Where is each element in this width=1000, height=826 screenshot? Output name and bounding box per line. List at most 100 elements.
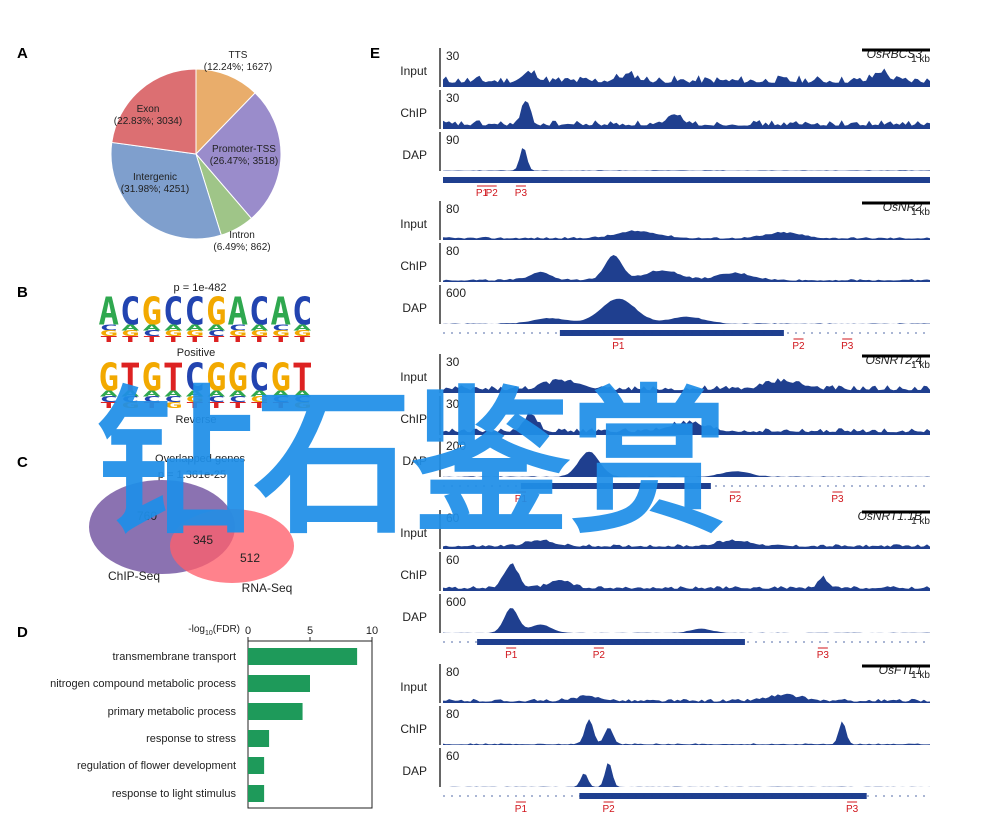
motif-letter-minor: T <box>229 400 248 410</box>
motif-letter-major: G <box>206 356 227 401</box>
motif-letter-minor: T <box>250 334 269 344</box>
motif-letter-minor: C <box>229 394 248 404</box>
motif-letter-major: C <box>249 290 270 335</box>
track-label: ChIP <box>400 106 427 120</box>
motif-letter-minor: T <box>100 400 119 410</box>
motif-letter-major: C <box>120 290 141 335</box>
pie-label-name: Promoter-TSS <box>212 144 276 155</box>
go-bar <box>248 648 358 665</box>
promoter-label: P1 <box>612 341 625 352</box>
gene-model <box>520 483 711 489</box>
motif-letter-minor: G <box>250 394 269 404</box>
pie-slice-tts <box>195 68 256 156</box>
motif-letter-minor: T <box>250 400 269 410</box>
motif-letter-minor: A <box>186 322 205 332</box>
motif-letter-minor: T <box>121 334 140 344</box>
promoter-label: P1 <box>505 650 518 661</box>
promoter-label: P3 <box>515 188 528 199</box>
promoter-label: P1 <box>515 494 528 505</box>
panel-label-d: D <box>17 624 28 641</box>
track-max-value: 80 <box>446 202 460 216</box>
promoter-label: P3 <box>841 341 854 352</box>
track-max-value: 60 <box>446 511 460 525</box>
track-label: DAP <box>402 454 427 468</box>
promoter-label: P2 <box>593 650 606 661</box>
motif-letter-major: A <box>271 290 292 335</box>
pie-slice-exon <box>111 68 197 155</box>
scale-bar-label: 1 kb <box>911 516 930 527</box>
motif-letter-minor: A <box>186 388 205 398</box>
track-label: ChIP <box>400 722 427 736</box>
pie-label-stats: (6.49%; 862) <box>213 242 270 253</box>
go-bar-chart: 0 5 10 transmembrane transport nitrogen comp… <box>50 625 378 809</box>
motif-letter-minor: A <box>250 388 269 398</box>
motif-letter-minor: G <box>164 400 183 410</box>
track-label: Input <box>400 217 427 231</box>
track-label: Input <box>400 526 427 540</box>
track-label: DAP <box>402 764 427 778</box>
motif-letter-minor: G <box>121 328 140 338</box>
motif-letter-minor: A <box>164 388 183 398</box>
motif-letter-major: G <box>99 356 120 401</box>
track-max-value: 60 <box>446 749 460 763</box>
track-max-value: 80 <box>446 707 460 721</box>
pie-label-stats: (31.98%; 4251) <box>121 184 189 195</box>
pie-label-stats: (12.24%; 1627) <box>204 62 272 73</box>
track-max-value: 30 <box>446 91 460 105</box>
motif-letter-minor: C <box>229 322 248 332</box>
venn-pvalue: p = 1.361e-25 <box>158 469 226 481</box>
track-label: ChIP <box>400 412 427 426</box>
motif-letter-minor: T <box>164 334 183 344</box>
motif-letter-minor: T <box>207 400 226 410</box>
go-category-label: nitrogen compound metabolic process <box>50 678 236 690</box>
pie-label-name: Exon <box>137 104 160 115</box>
pie-chart <box>110 68 282 240</box>
promoter-label: P2 <box>602 804 615 815</box>
go-category-label: regulation of flower development <box>77 760 236 772</box>
motif-letter-minor: A <box>143 388 162 398</box>
track-max-value: 90 <box>446 133 460 147</box>
go-category-label: transmembrane transport <box>113 651 237 663</box>
track-max-value: 80 <box>446 244 460 258</box>
track-label: DAP <box>402 610 427 624</box>
motif-letter-major: A <box>99 290 120 335</box>
motif-letter-minor: C <box>143 394 162 404</box>
pie-label-name: TTS <box>229 50 248 61</box>
motif-letter-minor: C <box>100 394 119 404</box>
motif-letter-minor: G <box>293 400 312 410</box>
motif-letter-major: T <box>120 356 141 401</box>
track-label: DAP <box>402 301 427 315</box>
motif-letter-minor: T <box>143 334 162 344</box>
promoter-label: P1 <box>515 804 528 815</box>
watermark-text: 钻石鉴赏 <box>96 372 728 556</box>
motif-positive-label: Positive <box>177 347 216 359</box>
motif-letter-major: C <box>249 356 270 401</box>
pie-label-name: Intron <box>229 230 255 241</box>
promoter-label: P3 <box>831 494 844 505</box>
track-max-value: 60 <box>446 553 460 567</box>
motif-letter-minor: G <box>229 328 248 338</box>
track-max-value: 30 <box>446 355 460 369</box>
panel-label-a: A <box>17 45 28 62</box>
go-plot-frame <box>247 640 373 809</box>
motif-letter-minor: G <box>100 328 119 338</box>
motif-letter-minor: G <box>121 400 140 410</box>
motif-letter-minor: A <box>121 388 140 398</box>
motif-letter-minor: C <box>293 394 312 404</box>
motif-letter-minor: A <box>207 388 226 398</box>
gene-model <box>443 177 930 183</box>
coverage-signal <box>443 298 930 324</box>
motif-letter-minor: C <box>143 328 162 338</box>
panel-label-c: C <box>17 454 28 471</box>
motif-letter-major: C <box>163 290 184 335</box>
motif-letter-major: A <box>228 290 249 335</box>
motif-letter-minor: A <box>164 322 183 332</box>
go-category-label: response to light stimulus <box>112 788 237 800</box>
motif-letter-minor: C <box>100 322 119 332</box>
coverage-signal <box>443 539 930 549</box>
motif-letter-minor: T <box>272 400 291 410</box>
motif-letter-minor: A <box>250 322 269 332</box>
